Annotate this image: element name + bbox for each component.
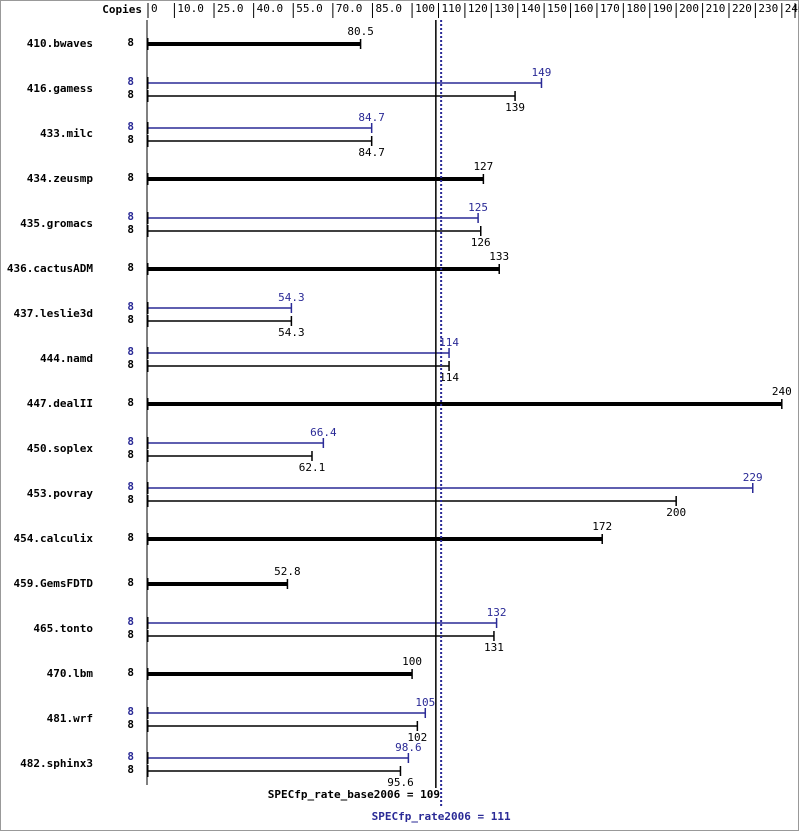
x-tick-label: 10.0 <box>177 2 204 15</box>
x-tick-label: 190 <box>653 2 673 15</box>
copies-label: 8 <box>127 763 134 776</box>
value-label: 125 <box>468 201 488 214</box>
x-tick-label: 0 <box>151 2 158 15</box>
value-label: 52.8 <box>274 565 301 578</box>
x-tick-label: 70.0 <box>336 2 363 15</box>
value-label: 139 <box>505 101 525 114</box>
x-tick-label: 150 <box>547 2 567 15</box>
x-tick-label: 200 <box>679 2 699 15</box>
value-label: 105 <box>415 696 435 709</box>
copies-label: 8 <box>127 133 134 146</box>
copies-label: 8 <box>127 345 134 358</box>
benchmark-label: 436.cactusADM <box>7 262 93 275</box>
benchmark-label: 444.namd <box>40 352 93 365</box>
benchmark-label: 410.bwaves <box>27 37 93 50</box>
copies-label: 8 <box>127 750 134 763</box>
value-label: 200 <box>666 506 686 519</box>
value-label: 102 <box>407 731 427 744</box>
x-tick-label: 160 <box>574 2 594 15</box>
benchmark-label: 435.gromacs <box>20 217 93 230</box>
benchmark-label: 470.lbm <box>47 667 94 680</box>
copies-label: 8 <box>127 88 134 101</box>
copies-label: 8 <box>127 531 134 544</box>
copies-label: 8 <box>127 358 134 371</box>
value-label: 100 <box>402 655 422 668</box>
benchmark-label: 434.zeusmp <box>27 172 94 185</box>
x-tick-label: 240 <box>785 2 799 15</box>
copies-label: 8 <box>127 480 134 493</box>
copies-label: 8 <box>127 223 134 236</box>
value-label: 62.1 <box>299 461 326 474</box>
x-tick-label: 55.0 <box>296 2 323 15</box>
value-label: 54.3 <box>278 291 305 304</box>
benchmark-label: 482.sphinx3 <box>20 757 93 770</box>
value-label: 84.7 <box>358 111 385 124</box>
copies-label: 8 <box>127 666 134 679</box>
copies-label: 8 <box>127 718 134 731</box>
x-tick-label: 110 <box>441 2 461 15</box>
benchmark-label: 459.GemsFDTD <box>14 577 94 590</box>
benchmark-label: 453.povray <box>27 487 94 500</box>
value-label: 84.7 <box>358 146 385 159</box>
copies-label: 8 <box>127 628 134 641</box>
value-label: 229 <box>743 471 763 484</box>
benchmark-label: 450.soplex <box>27 442 94 455</box>
copies-header: Copies <box>102 3 142 16</box>
benchmark-label: 454.calculix <box>14 532 94 545</box>
x-tick-label: 130 <box>494 2 514 15</box>
value-label: 54.3 <box>278 326 305 339</box>
benchmark-label: 433.milc <box>40 127 93 140</box>
copies-label: 8 <box>127 300 134 313</box>
reference-label: SPECfp_rate2006 = 111 <box>372 810 511 823</box>
benchmark-label: 465.tonto <box>33 622 93 635</box>
x-tick-label: 180 <box>626 2 646 15</box>
value-label: 114 <box>439 371 459 384</box>
x-tick-label: 85.0 <box>375 2 402 15</box>
x-tick-label: 100 <box>415 2 435 15</box>
copies-label: 8 <box>127 313 134 326</box>
value-label: 126 <box>471 236 491 249</box>
copies-label: 8 <box>127 396 134 409</box>
benchmark-label: 481.wrf <box>47 712 93 725</box>
x-tick-label: 25.0 <box>217 2 244 15</box>
benchmark-label: 416.gamess <box>27 82 93 95</box>
value-label: 133 <box>489 250 509 263</box>
x-tick-label: 230 <box>758 2 778 15</box>
value-label: 66.4 <box>310 426 337 439</box>
x-tick-label: 210 <box>706 2 726 15</box>
copies-label: 8 <box>127 120 134 133</box>
value-label: 149 <box>532 66 552 79</box>
x-tick-label: 120 <box>468 2 488 15</box>
value-label: 80.5 <box>347 25 374 38</box>
copies-label: 8 <box>127 576 134 589</box>
value-label: 172 <box>592 520 612 533</box>
copies-label: 8 <box>127 493 134 506</box>
x-tick-label: 170 <box>600 2 620 15</box>
benchmark-label: 437.leslie3d <box>14 307 93 320</box>
copies-label: 8 <box>127 36 134 49</box>
reference-label: SPECfp_rate_base2006 = 109 <box>268 788 440 801</box>
copies-label: 8 <box>127 210 134 223</box>
value-label: 98.6 <box>395 741 422 754</box>
x-tick-label: 40.0 <box>257 2 284 15</box>
copies-label: 8 <box>127 261 134 274</box>
copies-label: 8 <box>127 705 134 718</box>
value-label: 132 <box>487 606 507 619</box>
x-tick-label: 140 <box>521 2 541 15</box>
copies-label: 8 <box>127 448 134 461</box>
value-label: 127 <box>473 160 493 173</box>
copies-label: 8 <box>127 435 134 448</box>
copies-label: 8 <box>127 75 134 88</box>
value-label: 95.6 <box>387 776 414 789</box>
x-tick-label: 220 <box>732 2 752 15</box>
copies-label: 8 <box>127 615 134 628</box>
value-label: 114 <box>439 336 459 349</box>
value-label: 240 <box>772 385 792 398</box>
copies-label: 8 <box>127 171 134 184</box>
benchmark-label: 447.dealII <box>27 397 93 410</box>
value-label: 131 <box>484 641 504 654</box>
